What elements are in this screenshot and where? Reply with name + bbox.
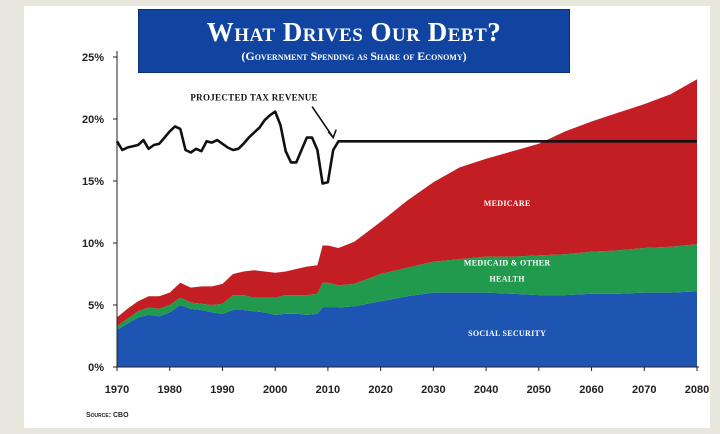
annotation-label: SOCIAL SECURITY <box>468 329 546 338</box>
annotation-label: HEALTH <box>490 274 526 283</box>
x-tick-label: 2000 <box>263 384 287 396</box>
x-tick-label: 2080 <box>685 384 709 396</box>
x-tick-label: 2040 <box>474 384 498 396</box>
annotation-label: MEDICARE <box>484 199 531 208</box>
y-tick-label: 25% <box>82 52 104 64</box>
x-tick-label: 2020 <box>368 384 392 396</box>
x-tick-label: 2010 <box>316 384 340 396</box>
x-tick-label: 2050 <box>527 384 551 396</box>
annotation-label: PROJECTED TAX REVENUE <box>190 92 317 102</box>
x-tick-label: 1980 <box>157 384 181 396</box>
chart-subtitle: (Government Spending as Share of Economy… <box>241 49 467 63</box>
x-tick-label: 2070 <box>632 384 656 396</box>
source-label: Source: CBO <box>86 412 129 419</box>
y-tick-label: 20% <box>82 114 104 126</box>
y-tick-label: 0% <box>88 362 104 374</box>
y-tick-label: 10% <box>82 238 104 250</box>
x-tick-label: 2060 <box>579 384 603 396</box>
y-tick-label: 15% <box>82 176 104 188</box>
x-tick-label: 1990 <box>210 384 234 396</box>
x-tick-label: 2030 <box>421 384 445 396</box>
annotation-arrow-head <box>327 129 337 140</box>
line-series-projected-tax-revenue <box>115 110 697 185</box>
x-tick-label: 1970 <box>105 384 129 396</box>
area-series-medicaid-other-health <box>117 244 697 330</box>
annotation-label: MEDICAID & OTHER <box>464 258 551 267</box>
chart-title-box: What Drives Our Debt? (Government Spendi… <box>138 9 570 73</box>
chart-title: What Drives Our Debt? <box>206 17 502 47</box>
area-series-social-security <box>117 291 697 367</box>
y-tick-label: 5% <box>88 300 104 312</box>
